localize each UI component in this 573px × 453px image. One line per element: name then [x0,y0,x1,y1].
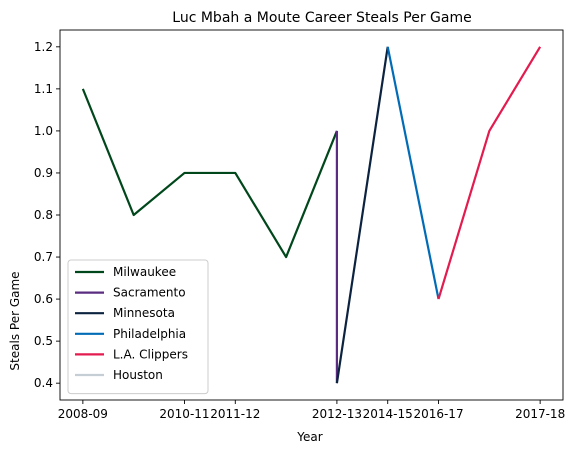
x-tick-label: 2017-18 [515,407,565,421]
y-tick-label: 1.1 [34,82,53,96]
y-axis: 0.4 0.5 0.6 0.7 0.8 0.9 1.0 1.1 1.2 [34,40,60,390]
y-tick-label: 0.5 [34,334,53,348]
x-tick-label: 2011-12 [210,407,260,421]
series-line-philadelphia [386,46,440,300]
y-tick-label: 1.2 [34,40,53,54]
plot-series [81,46,542,384]
y-tick-label: 0.6 [34,292,53,306]
series-line-milwaukee [81,88,338,259]
x-tick-label: 2016-17 [413,407,463,421]
y-tick-label: 1.0 [34,124,53,138]
series-line-minnesota [335,46,389,384]
x-tick-label: 2014-15 [363,407,413,421]
y-tick-label: 0.4 [34,376,53,390]
legend-label-philadelphia: Philadelphia [113,327,186,341]
y-tick-label: 0.8 [34,208,53,222]
x-axis: 2008-09 2010-11 2011-12 2012-13 2014-15 2016-… [58,400,565,421]
legend: Milwaukee Sacramento Minnesota Philadelphia… [67,259,209,395]
x-tick-label: 2008-09 [58,407,108,421]
x-tick-label: 2012-13 [312,407,362,421]
legend-label-sacramento: Sacramento [113,286,186,300]
y-tick-label: 0.7 [34,250,53,264]
y-axis-label: Steals Per Game [8,271,22,370]
legend-label-minnesota: Minnesota [113,306,175,320]
x-axis-label: Year [296,430,322,444]
series-line-l-a-clippers [437,46,542,300]
chart-title: Luc Mbah a Moute Career Steals Per Game [172,10,471,26]
y-tick-label: 0.9 [34,166,53,180]
x-tick-label: 2010-11 [159,407,209,421]
legend-label-milwaukee: Milwaukee [113,265,176,279]
legend-label-l-a-clippers: L.A. Clippers [113,347,188,361]
legend-label-houston: Houston [113,368,163,382]
